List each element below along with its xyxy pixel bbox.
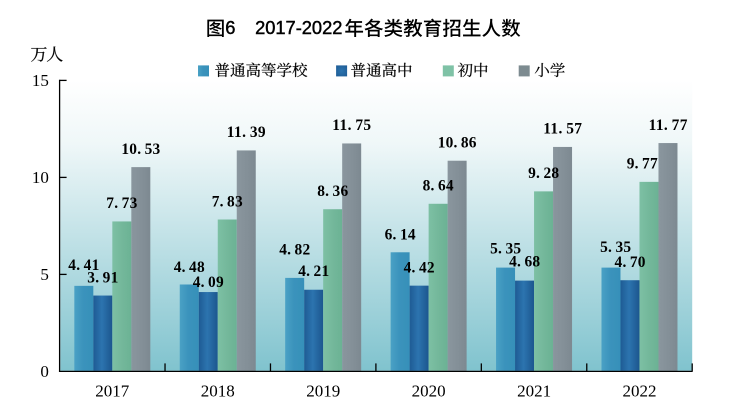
svg-text:2021: 2021 <box>517 382 551 401</box>
svg-text:11. 57: 11. 57 <box>543 121 582 138</box>
svg-text:4. 21: 4. 21 <box>298 263 329 280</box>
svg-text:2022: 2022 <box>623 382 657 401</box>
svg-text:10: 10 <box>32 168 49 187</box>
svg-text:6: 6 <box>225 17 235 38</box>
svg-text:0: 0 <box>40 362 49 381</box>
svg-text:7. 73: 7. 73 <box>106 195 137 212</box>
svg-text:10. 86: 10. 86 <box>438 135 477 152</box>
svg-text:2018: 2018 <box>201 382 235 401</box>
svg-text:2017-2022: 2017-2022 <box>255 17 342 38</box>
svg-text:11. 39: 11. 39 <box>227 124 266 141</box>
svg-text:4. 68: 4. 68 <box>509 254 540 271</box>
svg-text:9. 28: 9. 28 <box>528 165 559 182</box>
svg-text:9. 77: 9. 77 <box>627 156 658 173</box>
svg-text:4. 82: 4. 82 <box>279 242 310 259</box>
svg-text:11. 75: 11. 75 <box>332 117 371 134</box>
svg-text:15: 15 <box>32 71 49 90</box>
svg-text:5. 35: 5. 35 <box>600 239 631 256</box>
svg-text:5: 5 <box>40 265 49 284</box>
svg-text:2020: 2020 <box>412 382 446 401</box>
svg-text:4. 42: 4. 42 <box>404 260 435 277</box>
svg-text:8. 36: 8. 36 <box>317 183 348 200</box>
svg-text:6. 14: 6. 14 <box>385 227 416 244</box>
svg-text:8. 64: 8. 64 <box>423 178 454 195</box>
svg-text:2017: 2017 <box>95 382 130 401</box>
svg-text:4. 48: 4. 48 <box>174 259 205 276</box>
svg-text:5. 35: 5. 35 <box>490 241 521 258</box>
svg-text:2019: 2019 <box>306 382 340 401</box>
svg-text:3. 91: 3. 91 <box>87 270 118 287</box>
svg-text:10. 53: 10. 53 <box>121 141 160 158</box>
svg-text:7. 83: 7. 83 <box>212 193 243 210</box>
svg-text:4. 41: 4. 41 <box>68 257 99 274</box>
svg-text:4. 70: 4. 70 <box>615 254 646 271</box>
svg-text:4. 09: 4. 09 <box>193 274 224 291</box>
svg-text:11. 77: 11. 77 <box>649 117 688 134</box>
